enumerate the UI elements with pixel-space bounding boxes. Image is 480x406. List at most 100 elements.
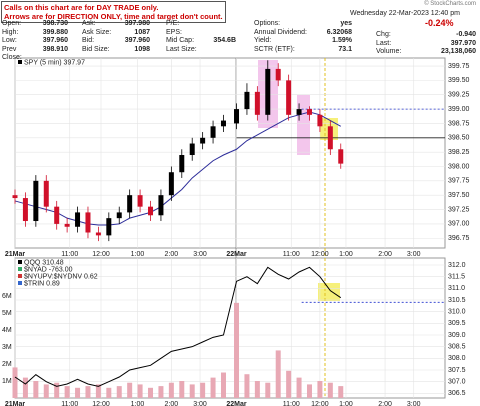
x-tick-label: 11:00 [283,251,300,258]
volume-bar [116,386,122,398]
candle-body [189,143,195,156]
x-tick-label: 1:00 [339,401,353,406]
y-tick-label: 397.75 [448,178,470,185]
quote-value: 6.32068 [326,28,352,36]
quote-label: Last Size: [166,45,197,53]
y-tick-label: 399.25 [448,92,470,99]
y-tick-label: 398.75 [448,120,470,127]
candle-body [234,109,240,124]
volume-bar [296,377,302,398]
candle-body [116,212,122,219]
quote-label: Chg: [376,31,391,38]
quote-value: 397.960 [42,37,68,44]
quote-value: 1098 [134,45,150,53]
y2-tick-label: 2M [2,361,12,368]
x-tick-label: 11:00 [283,401,300,406]
quote-row: Open: 398.730 Ask: 397.980 P/E: Options: yes [2,20,352,29]
quote-label: Options: [254,20,281,27]
x-tick-label: 2:00 [378,401,392,406]
quote-value: 397.980 [124,20,150,27]
x-tick-label: 1:00 [339,251,353,258]
candle-body [158,195,164,216]
candle-body [106,218,112,236]
candle-body [317,114,323,127]
y2-tick-label: 4M [2,327,12,334]
quote-row: Prev Close: 398.910 Bid Size: 1098 Last Size… [2,45,352,62]
candle-body [148,206,154,216]
volume-bar [338,386,344,398]
quote-label: Yield: [254,37,272,44]
x-tick-label: 2:00 [165,401,179,406]
quote-label: Last: [376,39,392,47]
quote-row: Low: 397.960 Bid: 397.960 Mid Cap: 354.6B Yiel… [2,37,352,46]
y-tick-label: 311.5 [448,274,465,281]
quote-value: 1.59% [332,37,352,44]
volume-bar [265,382,271,398]
quote-label: Open: [2,20,22,27]
quote-value: 398.910 [42,45,68,53]
x-tick-label: 11:00 [61,401,78,406]
legend-swatch [18,281,22,285]
quote-label: Mid Cap: [166,37,195,44]
volume-bar [64,386,70,398]
volume-bar [137,384,143,398]
x-tick-label: 21Mar [5,401,26,406]
y-tick-label: 312.0 [448,262,466,269]
candle-body [286,80,292,115]
volume-bar [254,381,260,398]
x-tick-label: 22Mar [226,251,247,258]
x-tick-label: 12:00 [311,251,329,258]
candle-body [265,68,271,115]
quote-label: Low: [2,37,17,44]
quote-label: Annual Dividend: [254,28,307,36]
quote-value: 397.960 [124,37,150,44]
y-tick-label: 311.0 [448,285,465,292]
quote-label: Prev Close: [2,45,22,62]
candle-body [210,126,216,138]
price-line [14,266,342,387]
date: Wednesday 22-Mar-2023 12:40 pm [350,10,460,17]
volume-bar [286,370,292,398]
volume-bar [327,382,333,398]
y-tick-label: 397.00 [448,221,470,228]
volume-bar [158,386,164,398]
quote-label: Ask Size: [82,28,112,36]
quote-value: 23,138,060 [440,48,476,55]
volume-bar [106,387,112,398]
quote-row: Last: 397.970 [376,40,476,49]
y-tick-label: 307.5 [448,367,466,374]
candle-body [43,180,49,207]
y-tick-label: 310.0 [448,309,466,316]
y-tick-label: 308.0 [448,355,466,362]
volume-bar [200,382,206,398]
volume-bar [275,350,281,398]
candle-body [64,223,70,227]
candle-body [54,206,60,224]
volume-bar [317,381,323,398]
y-tick-label: 399.75 [448,63,470,70]
quote-row: Volume: 23,138,060 [376,48,476,57]
candle-body [75,212,81,227]
volume-bar [75,387,81,398]
panel [14,257,446,399]
quote-value: 354.6B [213,37,236,44]
x-tick-label: 2:00 [165,251,179,258]
y-tick-label: 399.50 [448,77,470,84]
x-tick-label: 21Mar [5,251,26,258]
legend-label: QQQ 310.48 [24,259,64,266]
candle-body [327,126,333,150]
volume-bar [179,381,185,398]
y2-tick-label: 1M [2,378,12,385]
x-tick-label: 3:00 [193,251,207,258]
x-tick-label: 12:00 [92,401,110,406]
y-tick-label: 310.5 [448,297,466,304]
quote-label: SCTR (ETF): [254,45,295,53]
quote-value: 398.730 [42,20,68,27]
quote-label: High: [2,28,19,36]
x-tick-label: 3:00 [407,401,421,406]
candle-body [168,172,174,196]
volume-bar [210,377,216,398]
candle-body [244,91,250,110]
